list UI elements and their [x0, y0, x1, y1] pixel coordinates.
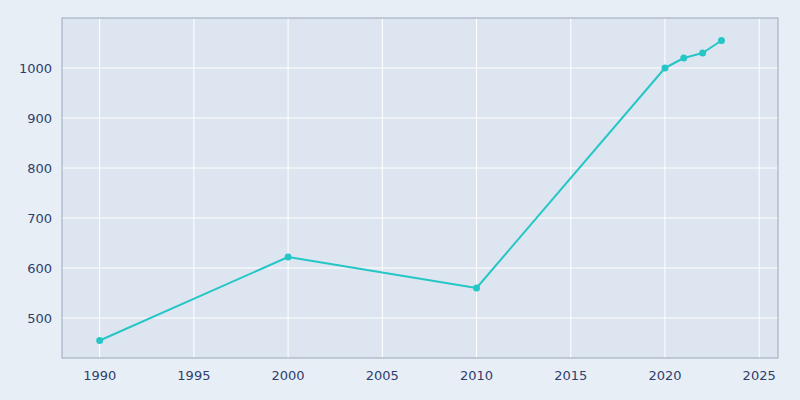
y-tick-label: 800 [27, 161, 52, 176]
point-marker [718, 37, 725, 44]
x-tick-label: 1995 [177, 368, 210, 383]
y-grid-line [62, 118, 778, 119]
x-grid-line [382, 18, 383, 358]
x-grid-line [759, 18, 760, 358]
point-marker [699, 50, 706, 57]
x-grid-line [570, 18, 571, 358]
grid [62, 18, 778, 358]
x-tick-label: 2005 [366, 368, 399, 383]
y-grid-line [62, 68, 778, 69]
y-tick-label: 1000 [19, 61, 52, 76]
x-grid-line [476, 18, 477, 358]
data-group [96, 37, 725, 344]
y-grid-line [62, 168, 778, 169]
y-tick-label: 700 [27, 211, 52, 226]
point-marker [473, 285, 480, 292]
plot-background [62, 18, 778, 358]
y-grid-line [62, 318, 778, 319]
x-grid-line [288, 18, 289, 358]
point-marker [661, 65, 668, 72]
x-tick-label: 1990 [83, 368, 116, 383]
x-grid-line [99, 18, 100, 358]
x-tick-label: 2025 [743, 368, 776, 383]
x-tick-label: 2020 [648, 368, 681, 383]
x-tick-label: 2015 [554, 368, 587, 383]
x-tick-label: 2010 [460, 368, 493, 383]
point-marker [96, 337, 103, 344]
chart-container: 1990 1995 2000 2005 2010 2015 2020 2025 500 600 70… [0, 0, 800, 400]
y-grid-line [62, 268, 778, 269]
y-tick-label: 500 [27, 311, 52, 326]
y-tick-label: 900 [27, 111, 52, 126]
y-tick-label: 600 [27, 261, 52, 276]
figure-background [0, 0, 800, 400]
series-line [100, 41, 722, 341]
point-marker [285, 254, 292, 261]
plot-frame [62, 18, 778, 358]
point-marker [680, 55, 687, 62]
chart-svg: 1990 1995 2000 2005 2010 2015 2020 2025 500 600 70… [0, 0, 800, 400]
x-grid-line [193, 18, 194, 358]
page: {"chart_data": {"type": "line", "x": [19… [0, 0, 800, 400]
x-tick-label: 2000 [272, 368, 305, 383]
y-grid-line [62, 218, 778, 219]
